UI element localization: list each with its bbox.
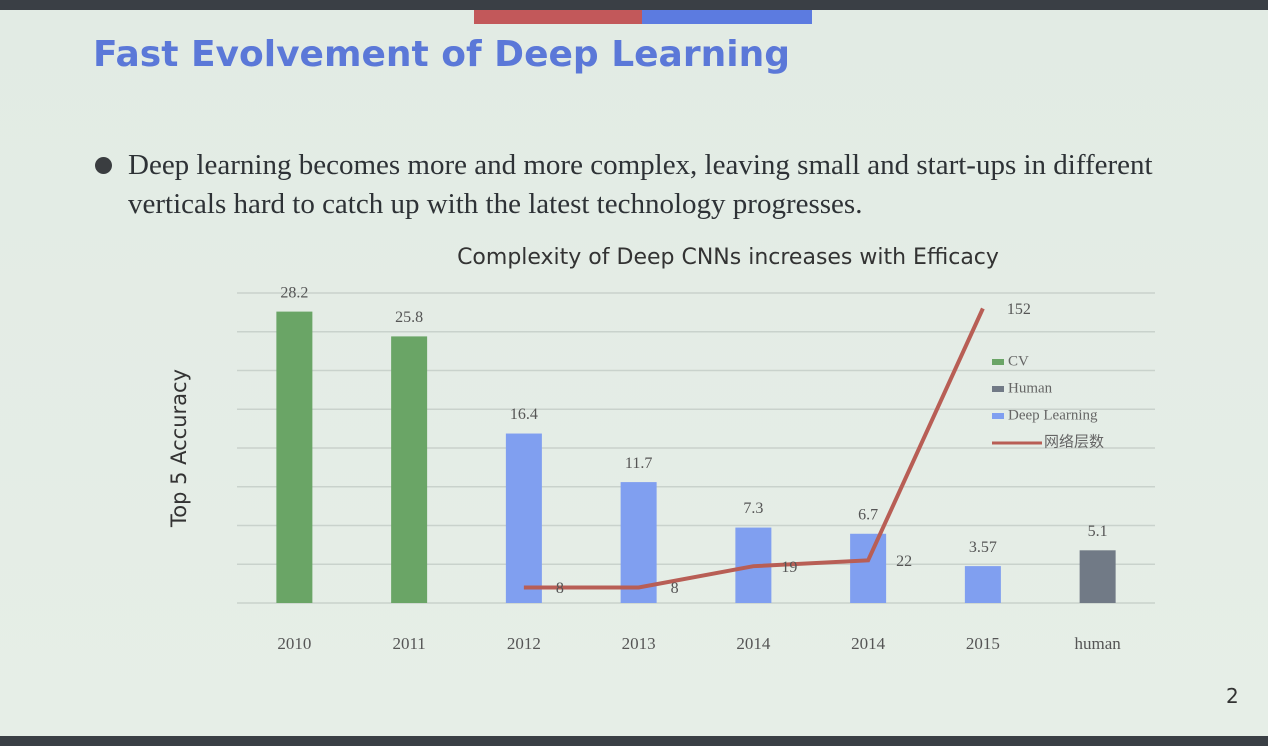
top-bar: [0, 0, 1268, 10]
bullet-dot: [95, 157, 112, 174]
x-tick-label: 2015: [966, 634, 1000, 653]
x-tick-label: human: [1074, 634, 1121, 653]
y-axis-label: Top 5 Accuracy: [167, 369, 191, 528]
page-number: 2: [1226, 684, 1239, 708]
legend-swatch: [992, 359, 1004, 365]
line-label: 152: [1007, 301, 1031, 318]
data-label: 28.2: [280, 284, 308, 301]
bar: [276, 311, 313, 603]
bar: [964, 566, 1001, 603]
legend-swatch: [992, 413, 1004, 419]
x-tick-label: 2011: [392, 634, 425, 653]
data-label: 3.57: [969, 539, 997, 556]
bar: [620, 482, 657, 603]
data-label: 25.8: [395, 309, 423, 326]
data-label: 6.7: [858, 506, 878, 523]
legend-swatch: [992, 386, 1004, 392]
data-label: 7.3: [743, 500, 763, 517]
slide-title: Fast Evolvement of Deep Learning: [93, 34, 790, 75]
x-tick-label: 2010: [277, 634, 311, 653]
bar: [1079, 550, 1116, 603]
data-label: 16.4: [510, 406, 538, 423]
x-tick-label: 2014: [736, 634, 771, 653]
legend-label: 网络层数: [1044, 433, 1104, 450]
bar: [850, 533, 887, 603]
x-tick-label: 2014: [851, 634, 886, 653]
line-label: 22: [896, 553, 912, 570]
legend-label: Human: [1008, 380, 1053, 396]
x-tick-label: 2012: [507, 634, 541, 653]
accent-red: [474, 10, 642, 24]
accent-blue: [642, 10, 812, 24]
bar: [391, 336, 428, 603]
chart-title: Complexity of Deep CNNs increases with E…: [457, 245, 999, 270]
bar: [505, 433, 542, 603]
line-label: 8: [671, 580, 679, 597]
x-tick-label: 2013: [622, 634, 656, 653]
line-label: 19: [781, 559, 797, 576]
legend-label: CV: [1008, 353, 1029, 369]
data-label: 11.7: [625, 455, 652, 472]
line-label: 8: [556, 580, 564, 597]
bottom-bar: [0, 736, 1268, 746]
data-label: 5.1: [1088, 523, 1108, 540]
bullet-text: Deep learning becomes more and more comp…: [128, 149, 1153, 220]
line: [523, 307, 985, 590]
legend-label: Deep Learning: [1008, 407, 1098, 423]
